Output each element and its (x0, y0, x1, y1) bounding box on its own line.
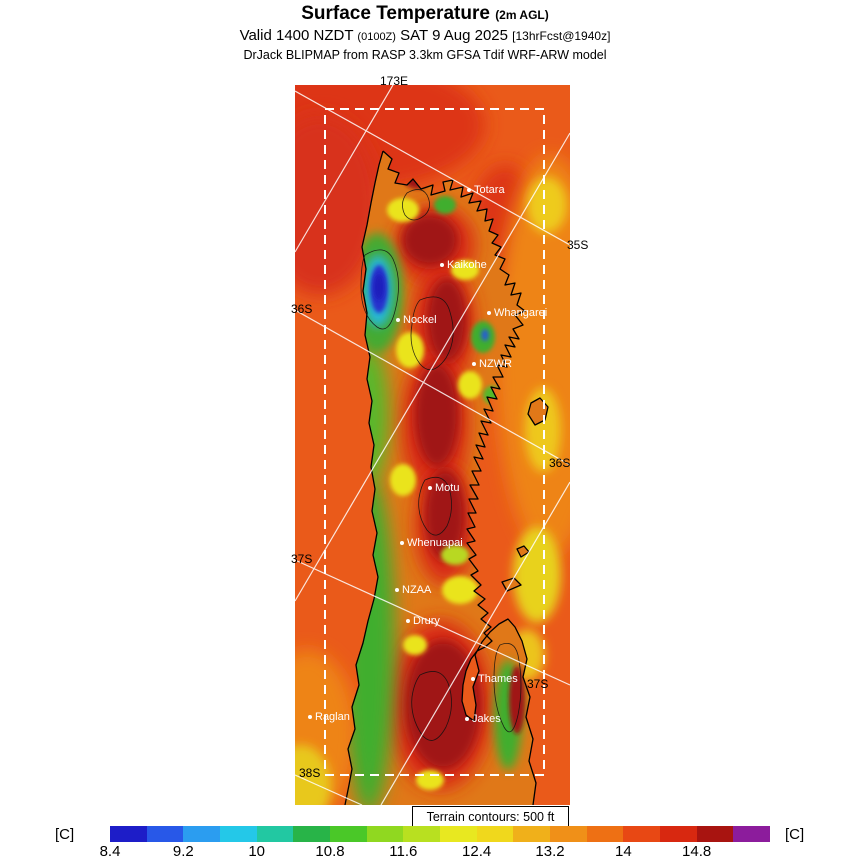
colorbar-segment (293, 826, 331, 842)
colorbar-segment (586, 826, 624, 842)
valid-time-line: Valid 1400 NZDT (0100Z) SAT 9 Aug 2025 [… (0, 26, 850, 47)
colorbar-tick-label: 10.8 (315, 843, 345, 860)
colorbar-tick-label: 14.8 (682, 843, 712, 860)
temperature-map (295, 85, 570, 805)
colorbar-segment (256, 826, 294, 842)
colorbar-segments (110, 826, 771, 842)
colorbar-tick-label: 13.2 (535, 843, 565, 860)
map-image (295, 85, 570, 805)
page-title: Surface Temperature (2m AGL) (0, 3, 850, 26)
colorbar-segment (220, 826, 257, 842)
domain-boundary-box (324, 108, 545, 776)
forecast-offset: [13hrFcst@1940z] (512, 29, 611, 43)
colorbar-tick-label: 10 (248, 843, 265, 860)
colorbar-tick-label: 14 (614, 843, 632, 860)
colorbar-tick-label: 9.2 (172, 843, 194, 860)
colorbar-unit-left: [C] (55, 826, 75, 843)
colorbar-segment (476, 826, 514, 842)
valid-prefix: Valid 1400 NZDT (239, 27, 354, 44)
colorbar-unit-right: [C] (785, 826, 805, 843)
colorbar-segment (550, 826, 587, 842)
terrain-contour-note: Terrain contours: 500 ft (412, 806, 569, 827)
title-text: Surface Temperature (301, 3, 490, 24)
graticule-label: 35S (567, 238, 589, 252)
valid-date: SAT 9 Aug 2025 (400, 27, 508, 44)
colorbar-segment (403, 826, 441, 842)
colorbar-segment (440, 826, 477, 842)
colorbar-tick-label: 8.4 (99, 843, 121, 860)
colorbar-tick-label: 12.4 (462, 843, 492, 860)
terrain-note-text: Terrain contours: 500 ft (426, 809, 555, 824)
colorbar-segment (146, 826, 184, 842)
colorbar-segment (366, 826, 404, 842)
colorbar-segment (110, 826, 147, 842)
colorbar-segment (330, 826, 367, 842)
colorbar-tick-label: 11.6 (389, 843, 418, 860)
colorbar-ticks: 8.4 9.2 10 10.8 11.6 12.4 13.2 14 14.8 (100, 843, 770, 860)
colorbar-segment (660, 826, 697, 842)
colorbar-segment (733, 826, 771, 842)
valid-zulu: (0100Z) (357, 31, 396, 43)
colorbar-segment (696, 826, 734, 842)
model-attribution: DrJack BLIPMAP from RASP 3.3km GFSA Tdif… (243, 48, 607, 62)
map-header: Surface Temperature (2m AGL) Valid 1400 … (0, 3, 850, 63)
title-note: (2m AGL) (495, 8, 549, 22)
colorbar-segment (623, 826, 661, 842)
colorbar-segment (513, 826, 551, 842)
colorbar-segment (183, 826, 221, 842)
